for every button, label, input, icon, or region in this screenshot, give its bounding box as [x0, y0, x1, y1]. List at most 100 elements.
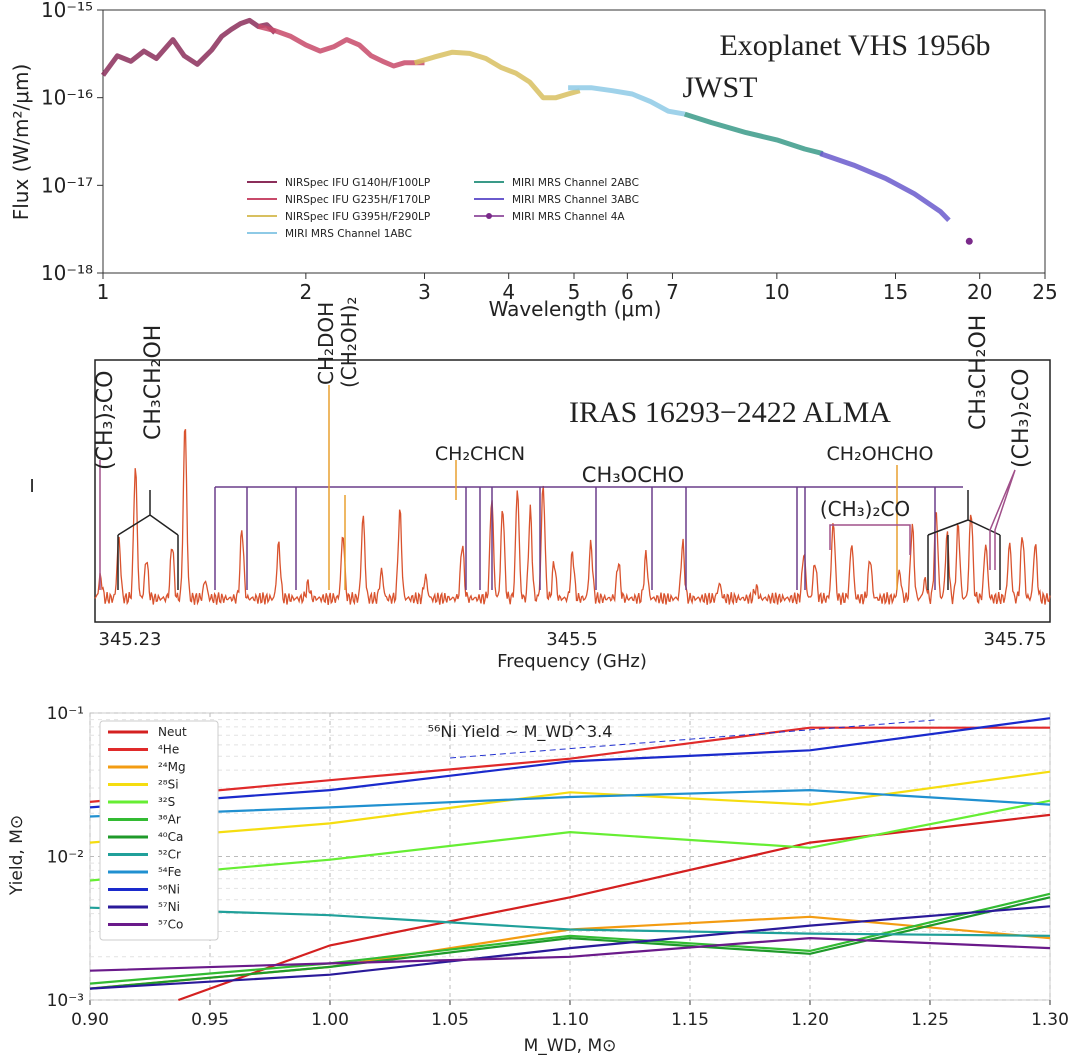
p2-ylabel: I — [29, 476, 34, 497]
p1-xtick-label: 7 — [666, 280, 679, 304]
p2-label-4: CH₂CHCN — [435, 443, 525, 465]
p3-xtick-label: 1.00 — [311, 1010, 349, 1030]
p1-legend: NIRSpec IFU G140H/F100LP NIRSpec IFU G235… — [247, 177, 639, 240]
p1-title: Exoplanet VHS 1956b — [719, 29, 990, 62]
p3-legend-label: ⁵⁴Fe — [158, 865, 181, 879]
p1-ytick-label: 10⁻¹⁷ — [41, 173, 93, 197]
p2-ticks: 345.23 345.5 345.75 — [99, 629, 1047, 650]
p3-ytick-label: 10⁻¹ — [47, 704, 84, 724]
p1-legend-marker — [486, 213, 492, 219]
p3-legend: Neut ⁴He ²⁴Mg ²⁸Si ³²S ³⁶Ar ⁴⁰Ca ⁵²Cr ⁵⁴Fe ⁵⁶Ni ⁵⁷… — [99, 720, 219, 941]
p2-label-6: CH₂OHCHO — [827, 443, 934, 465]
p2-ch32co-right-tick — [989, 469, 1016, 570]
p1-xtick-label: 10 — [764, 280, 789, 304]
p2-label-2: CH₂DOH — [314, 302, 338, 385]
p1-xtick-label: 20 — [967, 280, 992, 304]
p2-ch3ch2oh-left-bracket — [117, 490, 179, 590]
p1-axes-frame — [102, 9, 1046, 274]
p1-series-group — [100, 17, 973, 245]
p3-legend-box — [99, 720, 219, 941]
p1-ticks: 1 2 3 4 5 6 7 10 15 20 25 10⁻¹⁵ 10⁻¹⁶ 10⁻¹⁷ 10⁻¹⁸ — [41, 0, 1058, 304]
p2-label-8: CH₃CH₂OH — [966, 315, 991, 430]
p3-xlabel: M_WD, M⊙ — [524, 1036, 617, 1056]
p2-title: IRAS 16293−2422 ALMA — [569, 396, 891, 429]
p2-annotation-lines — [99, 385, 1016, 590]
p2-xtick-label: 345.5 — [546, 629, 598, 650]
p3-legend-label: ⁴He — [158, 743, 179, 757]
p1-series-1 — [257, 23, 425, 69]
p1-xtick-label: 25 — [1032, 280, 1057, 304]
p3-series-group — [89, 717, 1051, 1002]
p3-legend-label: Neut — [158, 725, 187, 739]
p3-series-9 — [89, 717, 1051, 809]
p1-ytick-label: 10⁻¹⁸ — [41, 261, 93, 285]
p3-legend-label: ⁵⁷Co — [158, 918, 183, 932]
p1-legend-label: MIRI MRS Channel 2ABC — [512, 177, 639, 189]
p3-legend-label: ³⁶Ar — [158, 813, 181, 827]
p1-xtick-label: 6 — [621, 280, 634, 304]
p3-xtick-label: 1.20 — [791, 1010, 829, 1030]
p1-series-5 — [819, 151, 951, 222]
p1-ylabel: Flux (W/m²/μm) — [9, 64, 33, 221]
p3-ytick-label: 10⁻³ — [47, 991, 84, 1011]
p1-legend-label: NIRSpec IFU G395H/F290LP — [285, 211, 430, 223]
p1-series-2 — [413, 49, 581, 101]
p3-xtick-label: 1.10 — [551, 1010, 589, 1030]
p1-xtick-label: 4 — [502, 280, 515, 304]
p1-legend-label: MIRI MRS Channel 4A — [512, 211, 625, 223]
p1-xtick-label: 2 — [299, 280, 312, 304]
p2-label-3: (CH₂OH)₂ — [337, 297, 361, 388]
p2-label-1: CH₃CH₂OH — [141, 325, 166, 440]
p2-axes-frame — [94, 359, 1051, 623]
p1-ytick-label: 10⁻¹⁶ — [41, 86, 93, 110]
p2-molecule-labels: (CH₃)₂CO CH₃CH₂OH CH₂DOH (CH₂OH)₂ CH₂CHCN CH₃… — [93, 297, 1034, 521]
p2-label-9: (CH₃)₂CO — [1009, 369, 1034, 468]
p3-xtick-label: 1.15 — [671, 1010, 709, 1030]
panel-alma: IRAS 16293−2422 ALMA I 345.23 345.5 345.75… — [29, 297, 1051, 672]
p1-legend-label: MIRI MRS Channel 3ABC — [512, 194, 639, 206]
p2-ch32co-mid-bracket — [829, 524, 911, 555]
p1-series-4 — [683, 111, 824, 157]
p1-xlabel: Wavelength (μm) — [489, 297, 662, 321]
p1-legend-label: NIRSpec IFU G140H/F100LP — [285, 177, 430, 189]
p1-xtick-label: 1 — [97, 280, 110, 304]
p3-annotation: ⁵⁶Ni Yield ~ M_WD^3.4 — [428, 722, 613, 742]
p3-legend-label: ²⁴Mg — [158, 760, 186, 774]
panel-jwst: 1 2 3 4 5 6 7 10 15 20 25 10⁻¹⁵ 10⁻¹⁶ 10⁻¹⁷ 10⁻¹⁸ Exop… — [9, 0, 1058, 321]
p3-legend-label: ⁵⁶Ni — [158, 883, 180, 897]
p2-label-7: (CH₃)₂CO — [820, 497, 910, 521]
p2-xlabel: Frequency (GHz) — [497, 651, 647, 672]
p3-legend-label: ³²S — [158, 795, 175, 809]
p3-series-5 — [89, 892, 1051, 985]
p3-xtick-label: 1.05 — [431, 1010, 469, 1030]
p2-xtick-label: 345.75 — [984, 629, 1047, 650]
p1-legend-label: NIRSpec IFU G235H/F170LP — [285, 194, 430, 206]
p3-ytick-label: 10⁻² — [47, 848, 84, 868]
p3-grid: 0.90 0.95 1.00 1.05 1.10 1.15 1.20 1.25 1.30 10⁻¹… — [47, 704, 1069, 1030]
p3-legend-label: ²⁸Si — [158, 778, 179, 792]
p3-series-1 — [89, 726, 1050, 803]
p2-ch3ch2oh-right-bracket — [927, 490, 1001, 590]
panel-yields: 0.90 0.95 1.00 1.05 1.10 1.15 1.20 1.25 1.30 10⁻¹… — [7, 704, 1069, 1056]
p3-xtick-label: 1.25 — [911, 1010, 949, 1030]
p1-xtick-label: 3 — [418, 280, 431, 304]
p2-label-0: (CH₃)₂CO — [93, 371, 118, 470]
p3-legend-label: ⁵²Cr — [158, 848, 181, 862]
p2-xtick-label: 345.23 — [99, 629, 162, 650]
p3-series-8 — [89, 788, 1051, 818]
p1-series-0 — [100, 17, 277, 77]
p1-ytick-label: 10⁻¹⁵ — [41, 0, 93, 22]
p1-subtitle: JWST — [683, 71, 758, 104]
p3-xtick-label: 0.95 — [191, 1010, 229, 1030]
p3-series-4 — [89, 799, 1051, 882]
p2-spectrum-line — [94, 429, 1051, 606]
p3-series-7 — [89, 906, 1051, 937]
p1-legend-label: MIRI MRS Channel 1ABC — [285, 228, 412, 240]
p3-series-10 — [89, 905, 1051, 990]
p3-series-0 — [178, 813, 1051, 1002]
p3-fit-dashed-line — [449, 719, 936, 759]
p3-ylabel: Yield, M⊙ — [7, 815, 27, 896]
p3-series-11 — [89, 936, 1051, 972]
